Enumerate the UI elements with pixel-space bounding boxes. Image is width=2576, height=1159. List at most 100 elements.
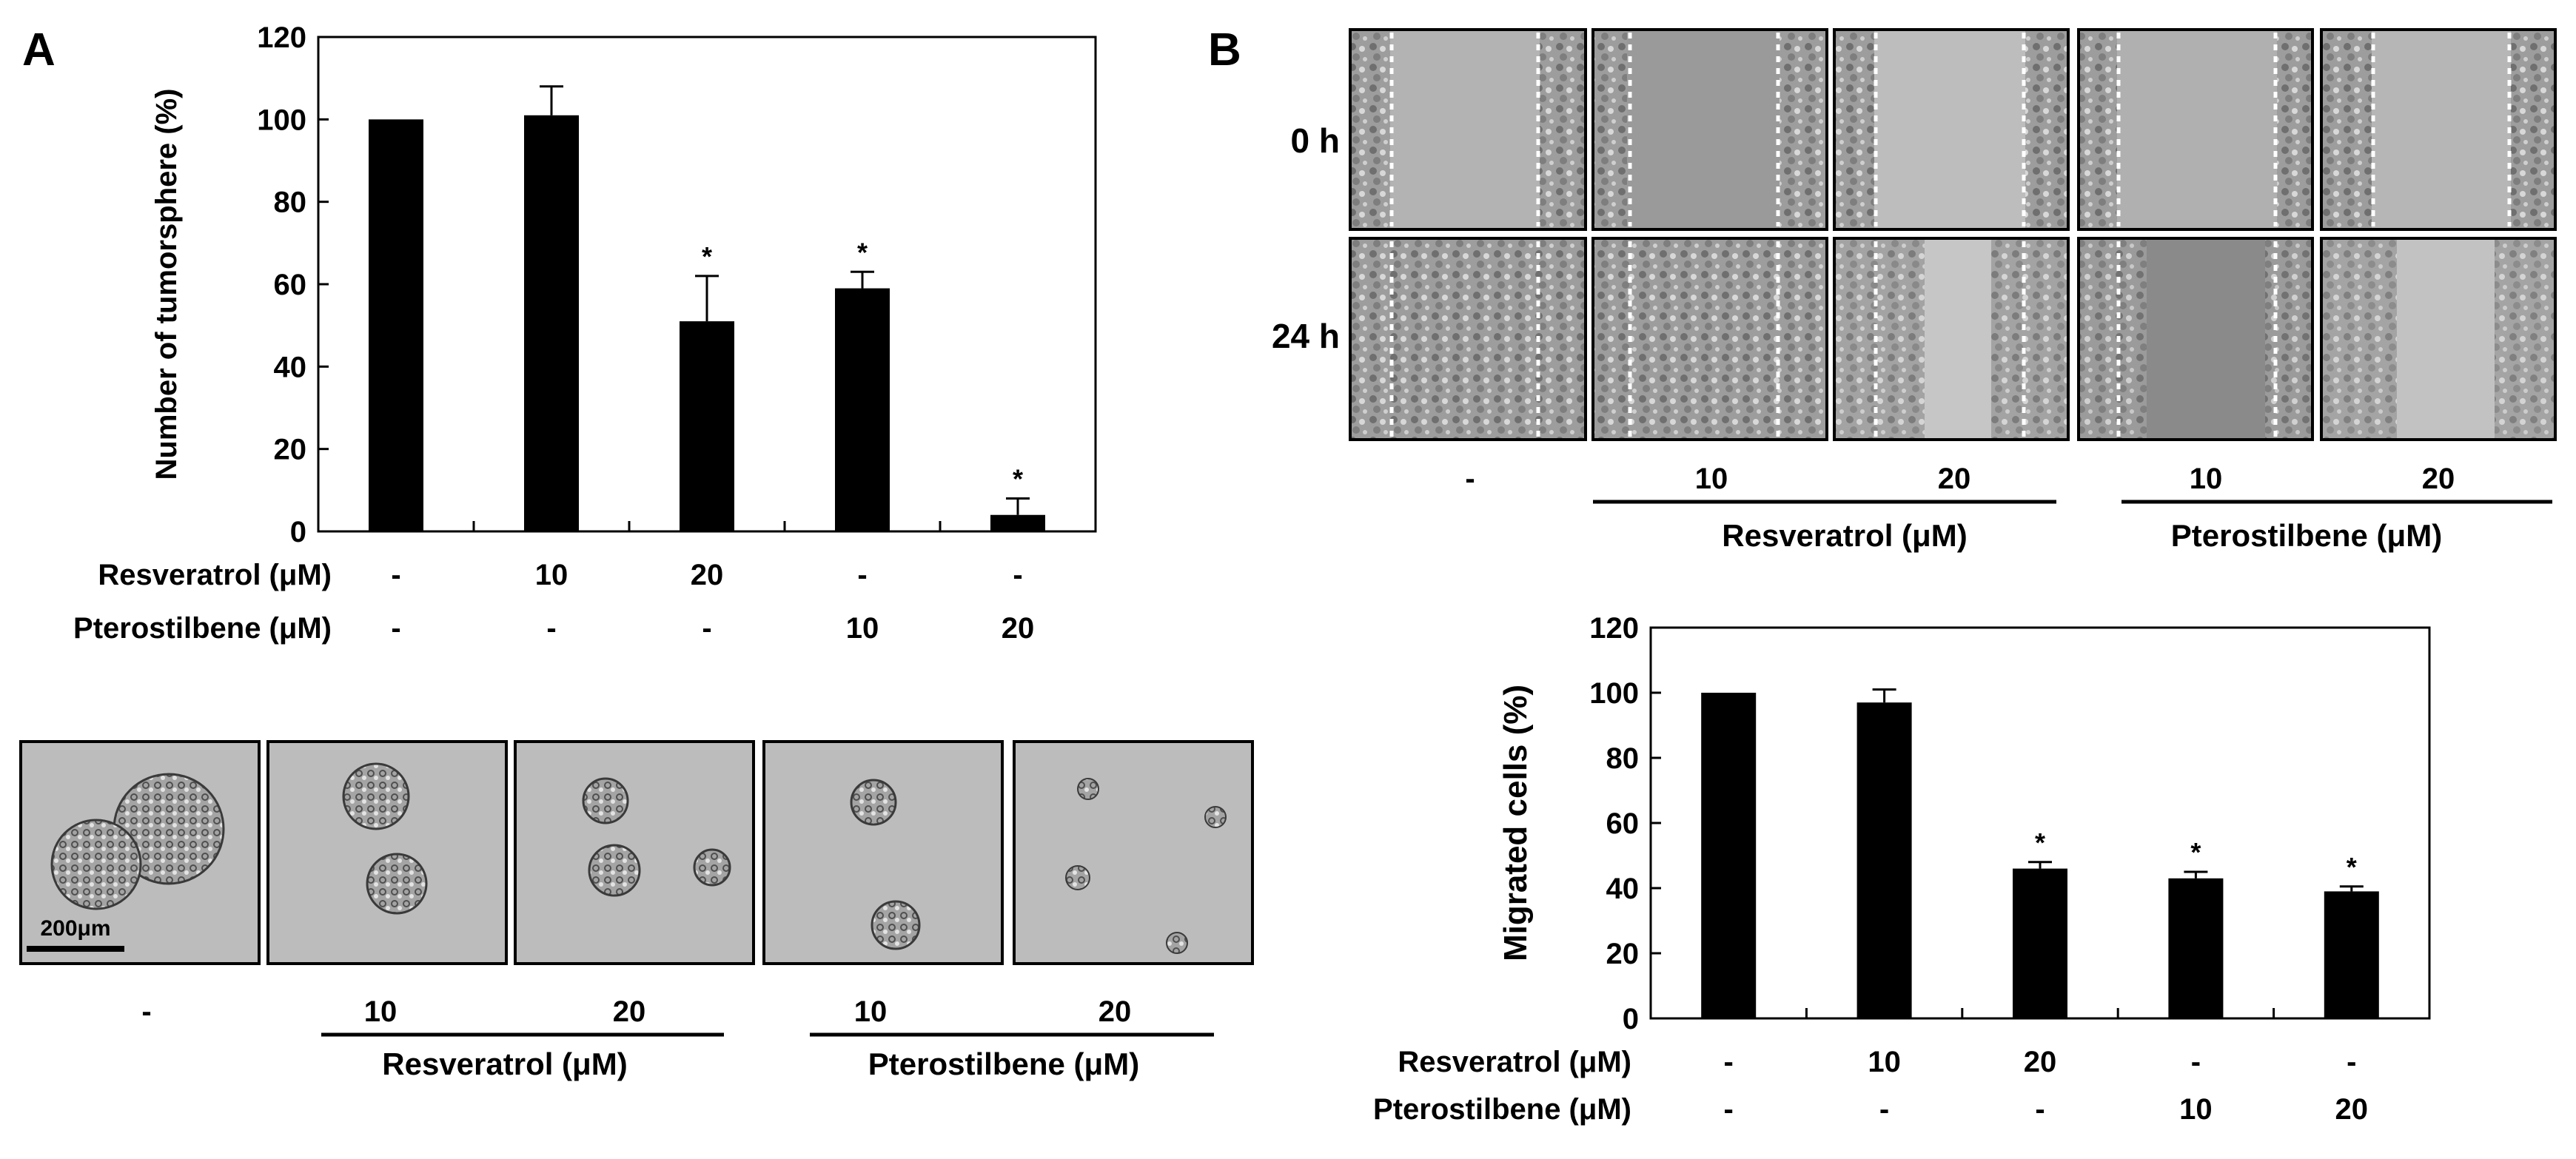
wound-group-label-2: Pterostilbene (μM) [2171,518,2442,553]
sphere-dose-4: 10 [854,995,888,1028]
wound-images: 0 h 24 h [1272,28,2557,553]
chart-b-treatment-value: 10 [2179,1093,2213,1126]
chart-a-ytick-label: 20 [274,434,307,466]
chart-b-treatment-value: - [2035,1093,2045,1126]
sphere-image-1: 200μm [19,740,261,965]
sphere-dose-labels: - 10 20 10 20 [141,995,1131,1028]
sphere-group-label-1: Resveratrol (μM) [382,1047,627,1081]
sphere-group-label-2: Pterostilbene (μM) [868,1047,1139,1081]
chart-a-errorbars [540,85,1030,515]
chart-a-xticks [472,521,942,531]
sphere-dose-3: 20 [613,995,646,1028]
wound-dose-5: 20 [2422,463,2455,495]
chart-b-ytick-label: 80 [1606,742,1640,775]
chart-a-treatment-value: - [391,559,400,591]
chart-b-treatment-value: - [2191,1046,2201,1078]
wound-image-24h-4 [2077,237,2314,441]
wound-dose-2: 10 [1695,463,1728,495]
chart-b-bar [2324,891,2379,1018]
scale-bar-label: 200μm [40,916,110,941]
chart-b-significance: * * * [2035,827,2357,882]
chart-a-bar [680,321,734,531]
chart-a-treatment-value: 10 [846,612,879,645]
chart-b-yticks: 0 20 40 60 80 100 120 [1589,612,1661,1035]
sphere-image-5 [1013,740,1254,965]
chart-a-bar [835,288,890,531]
chart-a-treatment-value: 10 [535,559,568,591]
chart-b-xticks [1805,1008,2275,1018]
chart-a-significance-mark: * [1013,463,1023,494]
chart-b-treatments: Resveratrol (μM) - 10 20 - - Pterostilbene (μM… [1373,1046,2368,1126]
chart-b-ytick-label: 60 [1606,807,1640,840]
chart-a-treatment-value: - [391,612,400,645]
chart-a-yticks: 0 20 40 60 80 100 120 [257,21,329,548]
wound-image-24h-1 [1349,237,1587,441]
chart-a-treatment-value: - [857,559,867,591]
chart-b-ytick-label: 0 [1623,1003,1639,1035]
chart-b-bar [1856,702,1912,1018]
chart-b-significance-mark: * [2347,852,2357,882]
wound-group-label-1: Resveratrol (μM) [1722,518,1967,553]
chart-b-ytick-label: 40 [1606,873,1640,905]
chart-a-ylabel: Number of tumorsphere (%) [150,89,183,480]
chart-a-ytick-label: 60 [274,269,307,301]
chart-a-bars [369,115,1045,532]
sphere-image-2 [266,740,508,965]
chart-a-treatment-value: 20 [691,559,724,591]
wound-dose-3: 20 [1938,463,1971,495]
chart-a-bar [524,115,579,531]
wound-dose-4: 10 [2190,463,2223,495]
chart-b-errorbars [1872,688,2364,892]
wound-image-0h-5 [2320,28,2557,231]
chart-a-ytick-label: 40 [274,351,307,383]
chart-a-treatment-value: - [1013,559,1022,591]
chart-b-treatment-value: - [1724,1093,1734,1126]
chart-b-treatment-value: 20 [2024,1046,2057,1078]
wound-dose-1: - [1465,463,1475,495]
chart-b-bar [2013,868,2067,1018]
chart-a-ytick-label: 120 [257,21,306,54]
chart-a-significance: * * * [702,237,1023,494]
sphere-image-3 [514,740,755,965]
chart-b-treatment-value: 20 [2335,1093,2369,1126]
chart-a-significance-mark: * [702,241,712,272]
wound-row-label-0h: 0 h [1291,121,1340,160]
panel-a-label: A [22,24,56,75]
chart-a-treatments: Resveratrol (μM) - 10 20 - - Pterostilbene (μM… [73,559,1034,645]
sphere-dose-5: 20 [1099,995,1132,1028]
wound-image-0h-4 [2077,28,2314,231]
chart-b-treatment-value: - [1724,1046,1734,1078]
chart-a-treatment-value: - [702,612,711,645]
chart-b-bars [1701,693,2379,1018]
sphere-dose-1: - [141,995,151,1028]
chart-b-bar [1701,693,1757,1018]
chart-a: 0 20 40 60 80 100 120 * * * Number of tumorspher… [73,21,1097,645]
wound-image-0h-2 [1591,28,1828,231]
wound-image-0h-3 [1833,28,2070,231]
chart-b-treatment-value: 10 [1868,1046,1901,1078]
chart-b-treatment-value: - [1879,1093,1889,1126]
wound-image-24h-5 [2320,237,2557,441]
wound-dose-labels: - 10 20 10 20 [1465,463,2455,495]
chart-b-treatment-label: Pterostilbene (μM) [1373,1093,1631,1126]
chart-a-ytick-label: 80 [274,187,307,219]
chart-b-ylabel: Migrated cells (%) [1497,685,1534,961]
chart-a-treatment-value: - [546,612,556,645]
wound-image-24h-3 [1833,237,2070,441]
chart-a-ytick-label: 100 [257,104,306,136]
wound-image-24h-2 [1591,237,1828,441]
chart-b-significance-mark: * [2035,827,2045,858]
chart-a-bar [369,119,423,532]
sphere-images: 200μm - 10 20 10 [19,740,1254,1081]
chart-b-ytick-label: 100 [1589,677,1639,710]
sphere-image-4 [762,740,1004,965]
chart-a-ytick-label: 0 [290,516,306,548]
panel-b-label: B [1208,24,1241,75]
chart-a-treatment-value: 20 [1002,612,1035,645]
chart-b-significance-mark: * [2190,837,2201,867]
chart-a-treatment-label: Pterostilbene (μM) [73,612,332,645]
chart-b-treatment-label: Resveratrol (μM) [1398,1046,1631,1078]
wound-row-label-24h: 24 h [1272,317,1340,355]
sphere-dose-2: 10 [364,995,398,1028]
